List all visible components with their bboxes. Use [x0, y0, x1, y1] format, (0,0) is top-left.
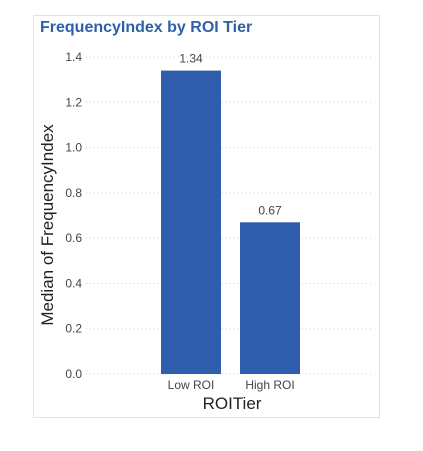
- y-tick-label: 0.2: [65, 322, 82, 336]
- y-tick-label: 0.4: [65, 276, 82, 290]
- y-tick-label: 0.0: [65, 367, 82, 381]
- y-tick-label: 1.0: [65, 141, 82, 155]
- chart-title: FrequencyIndex by ROI Tier: [40, 19, 253, 36]
- bar-low-roi: [161, 70, 221, 374]
- gridlines: [86, 56, 372, 375]
- bar-high-roi: [240, 222, 300, 374]
- x-axis-title: ROITier: [203, 394, 262, 413]
- y-axis-ticks: 0.0 0.2 0.4 0.6 0.8 1.0 1.2 1.4: [65, 50, 82, 381]
- data-labels: 1.34 0.67: [179, 52, 282, 218]
- data-label: 0.67: [258, 203, 282, 217]
- x-tick-label: Low ROI: [168, 378, 215, 392]
- x-tick-label: High ROI: [245, 378, 294, 392]
- y-tick-label: 0.6: [65, 231, 82, 245]
- y-axis-title: Median of FrequencyIndex: [38, 124, 57, 326]
- y-tick-label: 1.4: [65, 50, 82, 64]
- y-tick-label: 1.2: [65, 95, 82, 109]
- bars: [161, 70, 300, 374]
- data-label: 1.34: [179, 52, 203, 66]
- x-axis-ticks: Low ROI High ROI: [168, 378, 295, 392]
- y-tick-label: 0.8: [65, 186, 82, 200]
